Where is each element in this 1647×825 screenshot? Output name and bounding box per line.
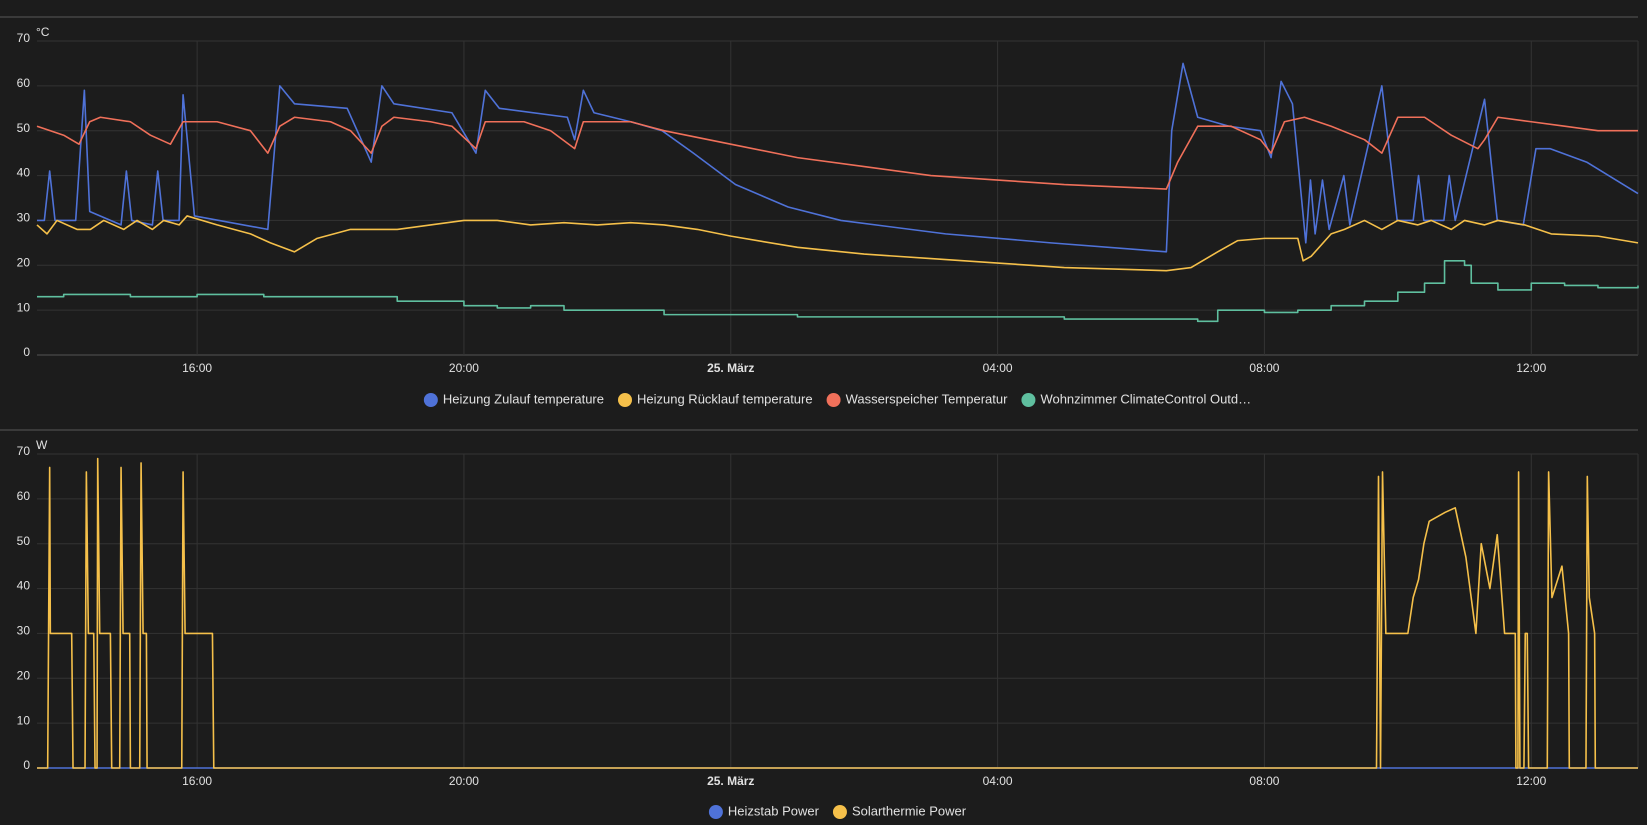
- y-tick-label: 40: [17, 166, 31, 180]
- y-tick-label: 10: [17, 300, 31, 314]
- x-tick-label: 16:00: [182, 361, 212, 375]
- legend-label: Solarthermie Power: [852, 803, 967, 818]
- legend-label: Wasserspeicher Temperatur: [846, 391, 1009, 406]
- x-tick-label: 04:00: [983, 361, 1013, 375]
- y-tick-label: 40: [17, 579, 31, 593]
- y-tick-label: 0: [23, 758, 30, 772]
- x-tick-label: 12:00: [1516, 774, 1546, 788]
- x-tick-label: 20:00: [449, 361, 479, 375]
- x-tick-label: 25. März: [707, 774, 754, 788]
- y-tick-label: 20: [17, 255, 31, 269]
- legend-label: Heizstab Power: [728, 803, 820, 818]
- y-tick-label: 50: [17, 121, 31, 135]
- y-tick-label: 60: [17, 76, 31, 90]
- legend-swatch: [832, 805, 847, 819]
- legend-swatch: [618, 393, 632, 407]
- series-line: [37, 62, 1639, 253]
- legend-label: Wohnzimmer ClimateControl Outd…: [1040, 391, 1251, 406]
- series-line: [36, 215, 1639, 272]
- x-tick-label: 20:00: [449, 774, 479, 788]
- unit-label: W: [36, 438, 48, 452]
- y-tick-label: 0: [23, 345, 30, 359]
- legend-swatch: [423, 393, 438, 407]
- y-tick-label: 10: [17, 713, 31, 727]
- y-tick-label: 30: [17, 624, 31, 638]
- legend: Heizstab Power Solarthermie Power: [708, 803, 967, 819]
- unit-label: °C: [36, 25, 50, 39]
- x-tick-label: 12:00: [1516, 361, 1546, 375]
- x-tick-label: 16:00: [182, 774, 212, 788]
- legend-label: Heizung Zulauf temperature: [443, 391, 604, 406]
- y-tick-label: 70: [17, 31, 31, 45]
- series-line: [37, 457, 1638, 769]
- x-tick-label: 08:00: [1249, 361, 1279, 375]
- legend-swatch: [826, 393, 841, 407]
- legend: Heizung Zulauf temperature Heizung Rückla…: [423, 391, 1251, 407]
- x-tick-label: 04:00: [983, 774, 1013, 788]
- y-tick-label: 50: [17, 534, 31, 548]
- legend-swatch: [1021, 393, 1036, 407]
- legend-swatch: [708, 805, 723, 819]
- y-tick-label: 60: [17, 489, 31, 503]
- x-tick-label: 08:00: [1249, 774, 1279, 788]
- legend-label: Heizung Rücklauf temperature: [637, 391, 813, 406]
- x-tick-label: 25. März: [707, 361, 754, 375]
- series-line: [36, 116, 1638, 190]
- series-line: [37, 260, 1639, 323]
- y-tick-label: 30: [17, 211, 31, 225]
- y-tick-label: 20: [17, 668, 31, 682]
- y-tick-label: 70: [17, 444, 31, 458]
